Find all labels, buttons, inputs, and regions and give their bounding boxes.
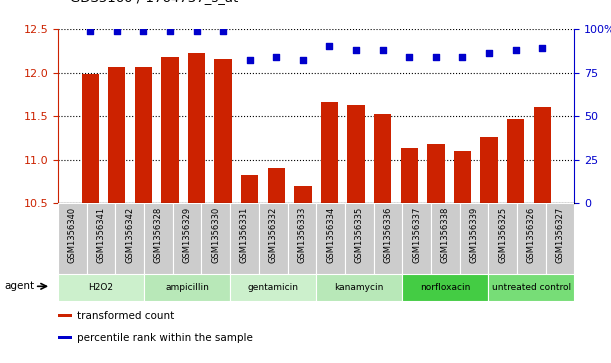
Bar bbox=[295, 186, 312, 203]
Bar bbox=[87, 203, 115, 274]
Bar bbox=[431, 203, 459, 274]
Bar bbox=[517, 203, 546, 274]
Bar bbox=[507, 119, 524, 203]
Bar bbox=[188, 53, 205, 203]
Bar bbox=[288, 203, 316, 274]
Text: GSM1356327: GSM1356327 bbox=[555, 207, 565, 263]
Bar bbox=[454, 151, 471, 203]
Bar bbox=[144, 274, 230, 301]
Text: GSM1356340: GSM1356340 bbox=[68, 207, 77, 263]
Bar bbox=[144, 203, 173, 274]
Text: GSM1356331: GSM1356331 bbox=[240, 207, 249, 263]
Text: GSM1356329: GSM1356329 bbox=[183, 207, 192, 263]
Point bbox=[192, 28, 202, 34]
Text: kanamycin: kanamycin bbox=[335, 283, 384, 292]
Bar bbox=[402, 203, 431, 274]
Point bbox=[86, 28, 95, 34]
Bar bbox=[268, 168, 285, 203]
Bar bbox=[348, 105, 365, 203]
Bar bbox=[81, 74, 99, 203]
Bar bbox=[427, 144, 444, 203]
Point bbox=[537, 45, 547, 51]
Bar bbox=[241, 175, 258, 203]
Text: GSM1356339: GSM1356339 bbox=[469, 207, 478, 263]
Bar bbox=[115, 203, 144, 274]
Text: GDS5160 / 1764737_s_at: GDS5160 / 1764737_s_at bbox=[70, 0, 238, 4]
Point bbox=[298, 57, 308, 63]
Bar bbox=[373, 203, 402, 274]
Bar bbox=[230, 274, 316, 301]
Bar bbox=[488, 274, 574, 301]
Text: ampicillin: ampicillin bbox=[165, 283, 209, 292]
Text: GSM1356336: GSM1356336 bbox=[383, 207, 392, 263]
Bar bbox=[230, 203, 259, 274]
Bar bbox=[402, 274, 488, 301]
Point bbox=[245, 57, 255, 63]
Text: GSM1356341: GSM1356341 bbox=[97, 207, 106, 263]
Bar bbox=[316, 274, 402, 301]
Point bbox=[484, 50, 494, 56]
Bar bbox=[58, 274, 144, 301]
Bar bbox=[459, 203, 488, 274]
Text: GSM1356338: GSM1356338 bbox=[441, 207, 450, 263]
Text: GSM1356334: GSM1356334 bbox=[326, 207, 335, 263]
Point bbox=[112, 28, 122, 34]
Bar bbox=[214, 59, 232, 203]
Bar bbox=[58, 203, 87, 274]
Bar bbox=[546, 203, 574, 274]
Text: GSM1356335: GSM1356335 bbox=[355, 207, 364, 263]
Point bbox=[458, 54, 467, 60]
Text: GSM1356330: GSM1356330 bbox=[211, 207, 221, 263]
Point bbox=[324, 44, 334, 49]
Bar bbox=[316, 203, 345, 274]
Text: GSM1356342: GSM1356342 bbox=[125, 207, 134, 263]
Bar bbox=[173, 203, 202, 274]
Bar bbox=[58, 336, 71, 339]
Bar bbox=[161, 57, 178, 203]
Text: GSM1356325: GSM1356325 bbox=[498, 207, 507, 263]
Point bbox=[139, 28, 148, 34]
Text: H2O2: H2O2 bbox=[89, 283, 114, 292]
Text: GSM1356326: GSM1356326 bbox=[527, 207, 536, 263]
Bar bbox=[345, 203, 373, 274]
Bar bbox=[58, 314, 71, 317]
Point bbox=[218, 28, 228, 34]
Point bbox=[511, 47, 521, 53]
Bar bbox=[259, 203, 288, 274]
Bar bbox=[374, 114, 391, 203]
Text: transformed count: transformed count bbox=[77, 311, 174, 321]
Bar bbox=[488, 203, 517, 274]
Bar bbox=[134, 66, 152, 203]
Point bbox=[351, 47, 361, 53]
Text: GSM1356337: GSM1356337 bbox=[412, 207, 421, 263]
Point bbox=[378, 47, 387, 53]
Text: gentamicin: gentamicin bbox=[247, 283, 299, 292]
Text: norfloxacin: norfloxacin bbox=[420, 283, 470, 292]
Bar bbox=[401, 148, 418, 203]
Point bbox=[404, 54, 414, 60]
Bar bbox=[480, 137, 498, 203]
Text: GSM1356333: GSM1356333 bbox=[298, 207, 306, 263]
Text: GSM1356328: GSM1356328 bbox=[154, 207, 163, 263]
Point bbox=[431, 54, 441, 60]
Bar bbox=[533, 107, 551, 203]
Text: untreated control: untreated control bbox=[492, 283, 571, 292]
Point bbox=[271, 54, 281, 60]
Text: GSM1356332: GSM1356332 bbox=[269, 207, 277, 263]
Text: agent: agent bbox=[5, 281, 35, 291]
Bar bbox=[202, 203, 230, 274]
Bar bbox=[108, 66, 125, 203]
Bar bbox=[321, 102, 338, 203]
Text: percentile rank within the sample: percentile rank within the sample bbox=[77, 333, 253, 343]
Point bbox=[165, 28, 175, 34]
